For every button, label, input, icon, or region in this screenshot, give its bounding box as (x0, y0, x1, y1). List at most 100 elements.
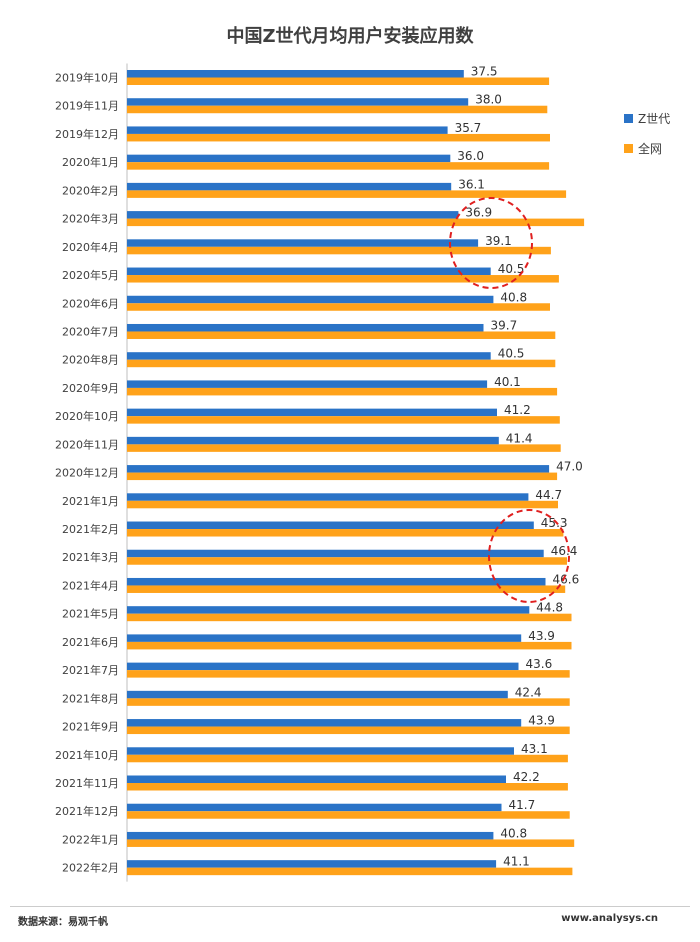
category-tick-label: 2021年3月 (62, 550, 119, 564)
legend-label-series-1: Z世代 (638, 112, 671, 126)
data-label-zgen: 43.1 (521, 742, 548, 756)
bar-all-network (127, 585, 566, 593)
category-tick-label: 2019年11月 (55, 99, 119, 113)
data-label-zgen: 40.5 (498, 347, 525, 361)
data-label-zgen: 35.7 (455, 121, 482, 135)
legend-swatch-series-1 (624, 114, 633, 123)
bar-zgen (127, 323, 484, 332)
data-label-zgen: 41.2 (504, 403, 531, 417)
category-tick-label: 2020年12月 (55, 466, 119, 480)
bar-all-network (127, 613, 572, 622)
category-tick-label: 2020年3月 (62, 212, 119, 226)
legend-swatch-series-2 (624, 144, 633, 153)
bar-all-network (127, 105, 548, 114)
data-label-zgen: 44.8 (536, 601, 563, 615)
bar-all-network (127, 359, 556, 368)
chart-title: 中国Z世代月均用户安装应用数 (226, 26, 474, 47)
bar-zgen (127, 98, 469, 106)
bar-zgen (127, 719, 522, 727)
data-label-zgen: 36.9 (465, 206, 492, 220)
bar-all-network (127, 133, 550, 142)
data-label-zgen: 43.9 (528, 714, 555, 728)
bar-zgen (127, 267, 491, 276)
annotations-group (449, 197, 570, 603)
bar-all-network (127, 726, 570, 735)
bar-all-network (127, 641, 572, 650)
bar-zgen (127, 352, 491, 360)
bar-all-network (127, 246, 551, 255)
category-tick-label: 2021年10月 (55, 748, 119, 762)
data-label-zgen: 42.2 (513, 770, 540, 784)
bar-all-network (127, 162, 550, 170)
data-labels-group: 37.5 38.0 35.7 36.0 36.1 36.9 39.1 40.5 40.8 39.7… (455, 65, 583, 869)
data-label-zgen: 45.3 (541, 516, 568, 530)
bar-zgen (127, 465, 550, 473)
bar-zgen (127, 126, 448, 134)
bar-all-network (127, 387, 558, 396)
data-label-zgen: 44.7 (535, 488, 562, 502)
legend-item-series-1: Z世代 (624, 110, 670, 127)
bar-all-network (127, 867, 573, 876)
data-label-zgen: 46.6 (553, 572, 580, 586)
legend-label-series-2: 全网 (638, 142, 663, 156)
bar-all-network (127, 698, 570, 706)
category-tick-label: 2021年6月 (62, 635, 119, 649)
data-label-zgen: 36.1 (458, 177, 485, 191)
bar-zgen (127, 154, 451, 163)
data-label-zgen: 39.7 (491, 318, 518, 332)
category-tick-label: 2021年2月 (62, 522, 119, 536)
category-tick-label: 2021年7月 (62, 663, 119, 677)
data-label-zgen: 42.4 (515, 685, 542, 699)
data-label-zgen: 41.1 (503, 855, 530, 869)
bar-zgen (127, 70, 464, 78)
data-source-note: 数据来源：易观千帆 (18, 917, 108, 928)
legend-item-series-2: 全网 (624, 140, 662, 157)
highlight-circle-2021 (488, 509, 570, 603)
category-tick-label: 2020年5月 (62, 268, 119, 282)
bar-zgen (127, 493, 529, 501)
category-tick-label: 2020年7月 (62, 324, 119, 338)
bar-zgen (127, 549, 544, 558)
data-label-zgen: 38.0 (475, 93, 502, 107)
data-label-zgen: 40.8 (500, 290, 527, 304)
bar-zgen (127, 775, 506, 783)
bar-all-network (127, 811, 570, 819)
bar-zgen (127, 380, 488, 388)
data-label-zgen: 43.9 (528, 629, 555, 643)
bar-zgen (127, 239, 479, 247)
category-tick-label: 2019年12月 (55, 127, 119, 141)
bar-zgen (127, 577, 546, 586)
data-label-zgen: 41.4 (506, 431, 533, 445)
bar-zgen (127, 182, 452, 191)
category-tick-label: 2021年4月 (62, 578, 119, 592)
bar-all-network (127, 77, 550, 85)
bar-zgen (127, 831, 494, 840)
bar-zgen (127, 860, 497, 868)
website-url: www.analysys.cn (561, 913, 658, 924)
category-tick-label: 2019年10月 (55, 71, 119, 85)
category-tick-label: 2021年9月 (62, 720, 119, 734)
bar-zgen (127, 634, 522, 642)
category-axis: 2019年10月 2019年11月 2019年12月 2020年1月 2020年2月 20… (55, 63, 128, 882)
bar-all-network (127, 472, 558, 481)
data-label-zgen: 40.5 (498, 262, 525, 276)
bar-zgen (127, 747, 514, 755)
bar-all-network (127, 303, 550, 311)
bars-group (127, 70, 585, 876)
category-tick-label: 2020年2月 (62, 183, 119, 197)
data-label-zgen: 37.5 (471, 65, 498, 79)
data-label-zgen: 40.8 (500, 826, 527, 840)
category-tick-label: 2020年9月 (62, 381, 119, 395)
data-label-zgen: 40.1 (494, 375, 521, 389)
bar-all-network (127, 839, 575, 847)
data-label-zgen: 41.7 (509, 798, 536, 812)
data-label-zgen: 43.6 (526, 657, 553, 671)
data-label-zgen: 36.0 (457, 149, 484, 163)
bar-all-network (127, 275, 559, 283)
category-tick-label: 2020年10月 (55, 409, 119, 423)
category-tick-label: 2021年1月 (62, 494, 119, 508)
highlight-circle-2020 (449, 197, 533, 289)
bar-zgen (127, 690, 508, 699)
category-tick-label: 2021年12月 (55, 804, 119, 818)
category-tick-label: 2021年5月 (62, 607, 119, 621)
